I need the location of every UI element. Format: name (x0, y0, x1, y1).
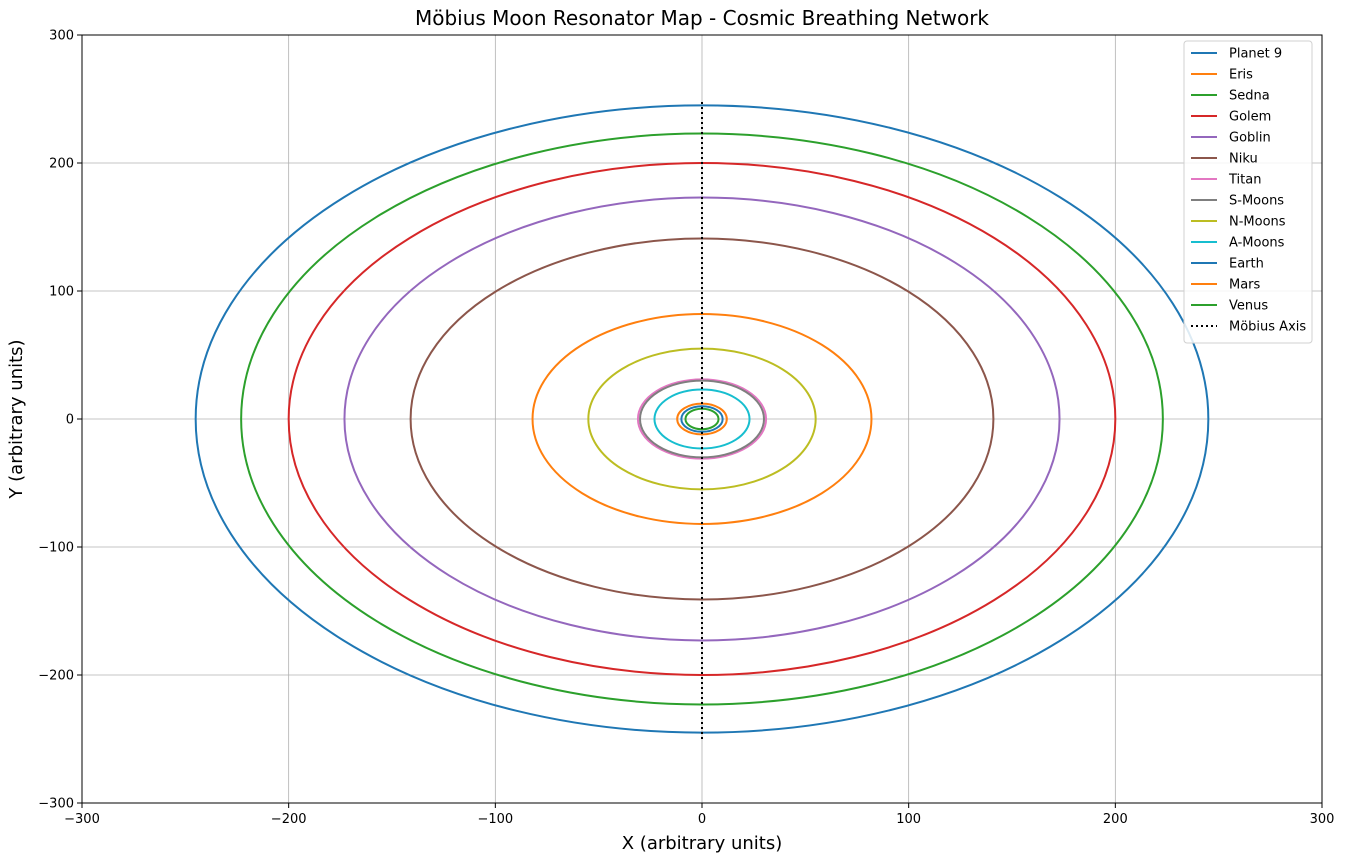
y-tick-label: −200 (38, 669, 74, 684)
x-tick-label: 0 (698, 812, 706, 827)
legend-label-m-bius-axis: Möbius Axis (1229, 320, 1306, 335)
series-earth (680, 405, 724, 433)
legend-label-n-moons: N-Moons (1229, 215, 1286, 230)
legend-label-venus: Venus (1229, 299, 1268, 314)
y-tick-label: 0 (66, 413, 74, 428)
x-tick-label: 200 (1103, 812, 1128, 827)
x-tick-label: 100 (896, 812, 921, 827)
plot-series (194, 99, 1210, 739)
x-tick-label: −300 (64, 812, 100, 827)
x-axis-label: X (arbitrary units) (622, 833, 782, 854)
axis-ticks: −300 −200 −100 0 100 200 300 −300 −200 −100 0 100 20… (38, 29, 1334, 828)
legend-label-earth: Earth (1229, 257, 1264, 272)
legend-label-goblin: Goblin (1229, 131, 1271, 146)
y-tick-label: −300 (38, 797, 74, 812)
legend-label-mars: Mars (1229, 278, 1261, 293)
legend: Planet 9 Eris Sedna Golem Goblin Niku Titan S-M… (1183, 40, 1313, 344)
y-tick-label: −100 (38, 541, 74, 556)
legend-label-eris: Eris (1229, 68, 1253, 83)
chart-title: Möbius Moon Resonator Map - Cosmic Breat… (415, 6, 989, 30)
y-tick-label: 100 (49, 285, 74, 300)
legend-label-a-moons: A-Moons (1229, 236, 1285, 251)
y-tick-label: 200 (49, 157, 74, 172)
legend-label-titan: Titan (1228, 173, 1261, 188)
legend-label-sedna: Sedna (1229, 89, 1270, 104)
legend-label-s-moons: S-Moons (1229, 194, 1284, 209)
y-axis-label: Y (arbitrary units) (6, 339, 27, 499)
legend-label-golem: Golem (1229, 110, 1271, 125)
x-tick-label: −200 (271, 812, 307, 827)
legend-label-niku: Niku (1229, 152, 1258, 167)
x-tick-label: 300 (1310, 812, 1335, 827)
legend-label-planet-9: Planet 9 (1229, 47, 1282, 62)
y-tick-label: 300 (49, 29, 74, 44)
x-tick-label: −100 (477, 812, 513, 827)
